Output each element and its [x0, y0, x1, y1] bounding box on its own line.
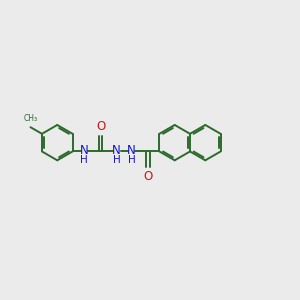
- Text: CH₃: CH₃: [23, 114, 38, 123]
- Text: H: H: [113, 155, 121, 165]
- Text: N: N: [127, 144, 136, 157]
- Text: H: H: [128, 155, 135, 165]
- Text: H: H: [80, 155, 88, 165]
- Text: O: O: [96, 120, 105, 133]
- Text: N: N: [112, 144, 121, 157]
- Text: N: N: [80, 144, 89, 157]
- Text: O: O: [143, 170, 152, 183]
